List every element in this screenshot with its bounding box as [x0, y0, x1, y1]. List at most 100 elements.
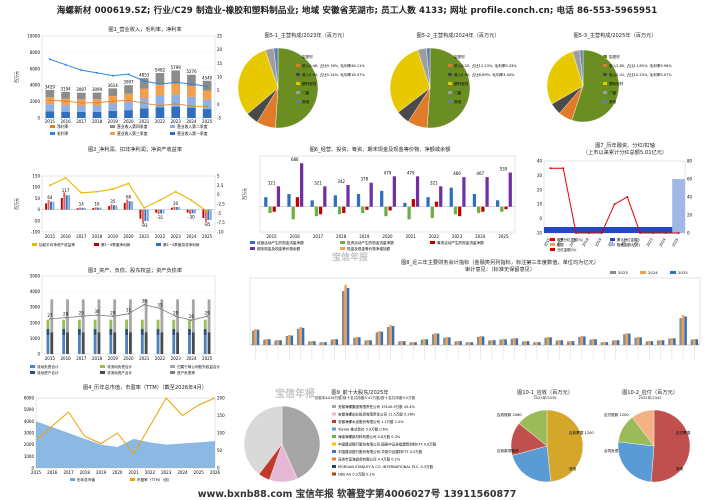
fig3-bar: [46, 329, 50, 336]
fig9-legend-swatch: [332, 412, 336, 416]
fig2-roe-point: [64, 176, 67, 179]
fig6-legend-label: 经营活动产生的现金流量净额: [257, 240, 304, 245]
fig5-1-slice: [273, 47, 279, 89]
fig6-bar-label: 686: [291, 157, 299, 162]
fig8-bar: [391, 326, 395, 345]
fig2-y2tick: 5: [217, 174, 220, 179]
fig3-bar: [109, 319, 113, 330]
fig6-bar: [323, 186, 327, 207]
fig1-legend-label: 营业收入第三季度: [117, 131, 148, 136]
fig8-bar: [313, 341, 316, 345]
fig2-bar: [60, 198, 63, 210]
fig3-bar: [93, 319, 97, 330]
fig1-bar: [92, 105, 102, 112]
fig10-2-slice-label: 其他: [676, 466, 684, 471]
fig7-y2tick: 40: [687, 195, 693, 200]
fig9-legend-swatch: [332, 442, 336, 446]
fig2-y2tick: -2.5: [217, 202, 225, 207]
fig8-bar: [268, 339, 271, 345]
fig2-bar: [79, 207, 81, 210]
fig8-bar: [546, 337, 550, 345]
fig2-bar: [173, 206, 176, 210]
fig8-bar: [409, 342, 412, 345]
fig6-bar: [384, 206, 388, 217]
fig5-2-title: 图5-2_主营构成/2024年（百万元）: [416, 33, 500, 39]
fig8-bar: [616, 340, 620, 345]
fig8-bar: [623, 334, 626, 345]
fig1-bar: [171, 106, 181, 118]
fig2-y2tick: -5: [217, 211, 221, 216]
fig8-bar: [510, 338, 514, 345]
fig2-roe-point: [48, 184, 51, 187]
fig4-y2tick: 50: [217, 448, 223, 453]
fig4-ytick: 4000: [24, 419, 35, 424]
fig6-legend-swatch: [340, 247, 345, 250]
fig1-net-point: [127, 99, 130, 102]
fig9-chart: 安徽海螺集团有限责任公司 19140.9万股 43.4% 安徽海螺创业投资有限责任…: [243, 404, 437, 483]
fig2-bar: [131, 201, 134, 210]
fig1-bar: [187, 96, 196, 108]
fig3-bar: [176, 332, 180, 354]
fig7-legend-swatch: [550, 243, 555, 246]
fig8-bar: [650, 341, 654, 345]
fig7-legend-swatch: [610, 238, 615, 241]
fig6-legend-swatch: [430, 241, 435, 244]
fig6-bar: [458, 206, 462, 217]
fig8-bar: [679, 318, 682, 345]
fig3-xtick: 2015: [45, 356, 56, 361]
fig8-bar: [690, 339, 694, 345]
fig8-bar: [386, 327, 390, 345]
fig8-bar: [254, 329, 257, 345]
fig8-bar: [344, 285, 347, 345]
fig5-3-legend-label: 其他: [609, 99, 617, 104]
fig3-bar: [144, 332, 148, 354]
fig3-bar: [50, 299, 54, 333]
fig2-xtick: 2020: [123, 234, 134, 239]
fig1-chart: 0200040006000800010000-50510152025百万元342…: [14, 34, 223, 137]
fig9-subtitle: 总股本4416万股/前十名共持股9.41万股/前十名共持股9.5万股: [314, 396, 416, 400]
fig8-bar: [603, 342, 606, 345]
fig2-xtick: 2024: [186, 234, 197, 239]
fig10-1-slice: [518, 409, 548, 447]
fig4-ytick: 1000: [24, 454, 35, 459]
fig2-y2tick: 2.5: [217, 183, 224, 188]
fig8-bar: [476, 336, 480, 345]
fig8-bar: [555, 340, 559, 345]
fig2-ytick: 50: [35, 196, 41, 201]
fig3-legend-label: 非流动资产合计: [107, 370, 133, 375]
fig3-bar: [207, 299, 211, 333]
fig9-legend-label: Toyota 株式会社 0.9万股 0.6%: [337, 427, 389, 432]
fig7-dividend-point: [613, 203, 616, 206]
fig3-ratio-label: 31: [126, 308, 132, 313]
fig2-roe-point: [158, 199, 161, 202]
fig2-ytick: 0: [37, 207, 40, 212]
fig2-bar-label: 16: [94, 201, 100, 206]
fig7-ytick: 40: [537, 159, 543, 164]
fig3-ratio-label: 35: [157, 303, 163, 308]
fig8-bar: [569, 341, 572, 345]
fig8-bar: [353, 337, 356, 345]
fig8-bar: [319, 342, 322, 345]
fig3-bar: [140, 335, 144, 354]
fig6-bar: [477, 206, 481, 213]
fig1-bar: [202, 109, 212, 118]
fig8-frame: [249, 277, 701, 346]
fig6-bar: [388, 206, 392, 211]
fig4-xtick: 2023: [161, 470, 172, 475]
fig4-ytick: 3000: [24, 431, 35, 436]
fig3-bar: [160, 332, 164, 354]
fig9-legend-label: 安徽海螺水泥股份有限公司 1.1万股 1.0%: [338, 419, 404, 424]
fig3-xtick: 2023: [171, 356, 182, 361]
fig3-ratio-point: [96, 314, 98, 316]
fig10-1-slice: [546, 409, 584, 483]
page-title: 海螺新材 000619.SZ; 行业/C29 制造业-橡胶和塑料制品业; 地域 …: [56, 6, 658, 16]
fig8-legend-label: 2024: [648, 270, 658, 275]
fig6-bar: [272, 206, 276, 212]
fig1-ytick: 4000: [30, 83, 41, 88]
fig7-financing-bar: [672, 179, 685, 233]
fig4-ytick: 2000: [24, 442, 35, 447]
fig4-xtick: 2026: [210, 470, 221, 475]
fig7-legend-label: 累计分红金额: [617, 237, 638, 242]
fig7-xtick: 2020: [607, 237, 615, 248]
